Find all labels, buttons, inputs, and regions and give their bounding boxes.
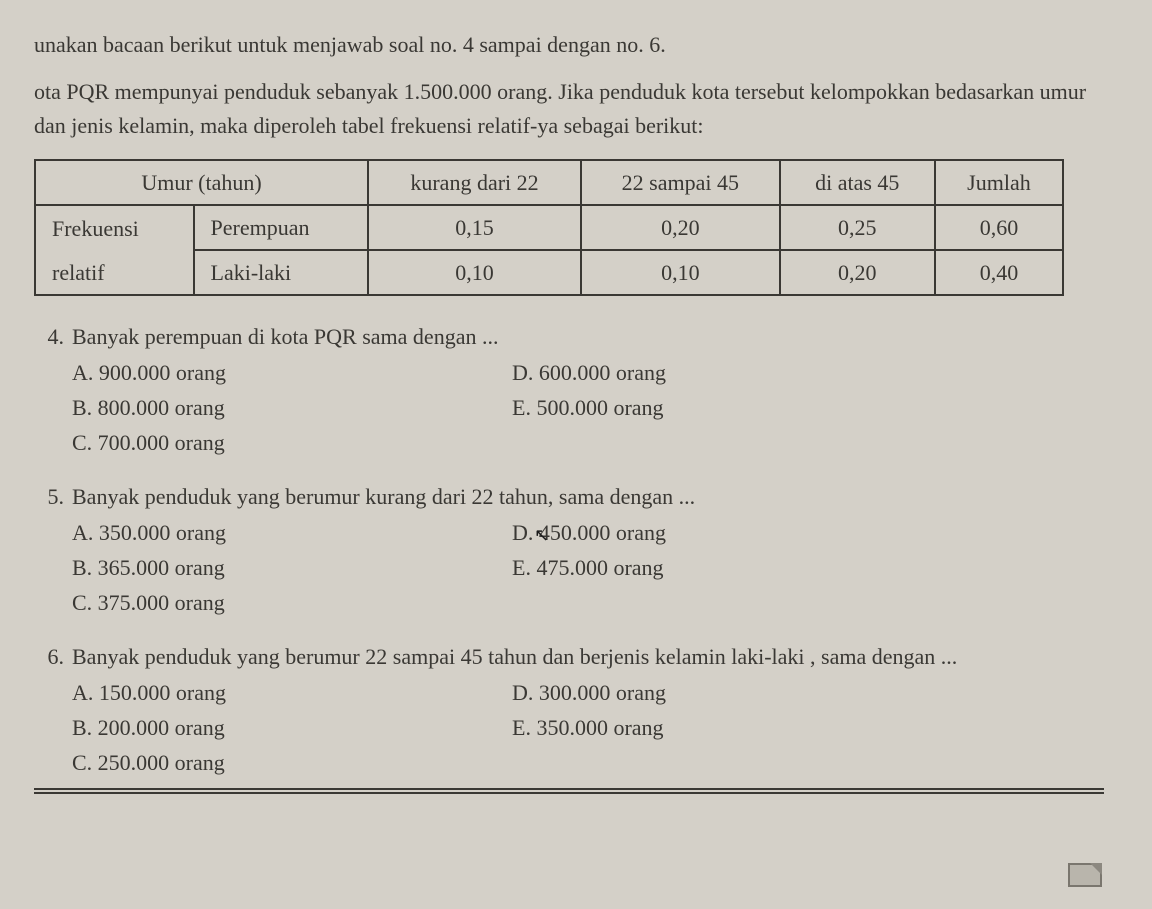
options-right: D. 300.000 orang E. 350.000 orang [512, 675, 666, 780]
option: A. 900.000 orang [72, 355, 512, 390]
question-text: Banyak penduduk yang berumur kurang dari… [72, 480, 1104, 513]
footer-rule [34, 788, 1104, 794]
header-col-4: Jumlah [935, 160, 1063, 205]
question-block-4: 4. Banyak perempuan di kota PQR sama den… [34, 320, 1104, 460]
option: D. 450.000 orang [512, 515, 666, 550]
option: E. 475.000 orang [512, 550, 666, 585]
header-col-1: kurang dari 22 [368, 160, 581, 205]
option: A. 150.000 orang [72, 675, 512, 710]
row-label-1: Perempuan [194, 205, 369, 250]
options-right: D. 600.000 orang E. 500.000 orang [512, 355, 666, 460]
question-number: 6. [34, 640, 72, 673]
question-text: Banyak penduduk yang berumur 22 sampai 4… [72, 640, 1104, 673]
options-right: D. 450.000 orang E. 475.000 orang [512, 515, 666, 620]
option: E. 500.000 orang [512, 390, 666, 425]
option: C. 700.000 orang [72, 425, 512, 460]
exam-page: unakan bacaan berikut untuk menjawab soa… [34, 28, 1104, 794]
question-block-6: 6. Banyak penduduk yang berumur 22 sampa… [34, 640, 1104, 780]
question-number: 4. [34, 320, 72, 353]
row-label-2: Laki-laki [194, 250, 369, 295]
header-col-3: di atas 45 [780, 160, 935, 205]
option: B. 365.000 orang [72, 550, 512, 585]
option: C. 250.000 orang [72, 745, 512, 780]
cell: 0,60 [935, 205, 1063, 250]
table-row: Frekuensi Perempuan 0,15 0,20 0,25 0,60 [35, 205, 1063, 250]
option: D. 600.000 orang [512, 355, 666, 390]
rowgroup-label-top: Frekuensi [35, 205, 194, 250]
question-block-5: 5. Banyak penduduk yang berumur kurang d… [34, 480, 1104, 620]
cell: 0,10 [368, 250, 581, 295]
cell: 0,15 [368, 205, 581, 250]
frequency-table: Umur (tahun) kurang dari 22 22 sampai 45… [34, 159, 1064, 296]
option: A. 350.000 orang [72, 515, 512, 550]
options-left: A. 900.000 orang B. 800.000 orang C. 700… [72, 355, 512, 460]
cell: 0,20 [581, 205, 780, 250]
option: C. 375.000 orang [72, 585, 512, 620]
header-col-2: 22 sampai 45 [581, 160, 780, 205]
page-corner-icon [1068, 863, 1102, 887]
table-header-row: Umur (tahun) kurang dari 22 22 sampai 45… [35, 160, 1063, 205]
rowgroup-label-bottom: relatif [35, 250, 194, 295]
table-row: relatif Laki-laki 0,10 0,10 0,20 0,40 [35, 250, 1063, 295]
question-text: Banyak perempuan di kota PQR sama dengan… [72, 320, 1104, 353]
instruction-text: unakan bacaan berikut untuk menjawab soa… [34, 28, 1104, 61]
cell: 0,40 [935, 250, 1063, 295]
options-left: A. 350.000 orang B. 365.000 orang C. 375… [72, 515, 512, 620]
options-left: A. 150.000 orang B. 200.000 orang C. 250… [72, 675, 512, 780]
option: D. 300.000 orang [512, 675, 666, 710]
context-paragraph: ota PQR mempunyai penduduk sebanyak 1.50… [34, 75, 1104, 143]
header-umur: Umur (tahun) [35, 160, 368, 205]
option: B. 800.000 orang [72, 390, 512, 425]
question-number: 5. [34, 480, 72, 513]
cell: 0,20 [780, 250, 935, 295]
cell: 0,25 [780, 205, 935, 250]
option: E. 350.000 orang [512, 710, 666, 745]
cell: 0,10 [581, 250, 780, 295]
option: B. 200.000 orang [72, 710, 512, 745]
